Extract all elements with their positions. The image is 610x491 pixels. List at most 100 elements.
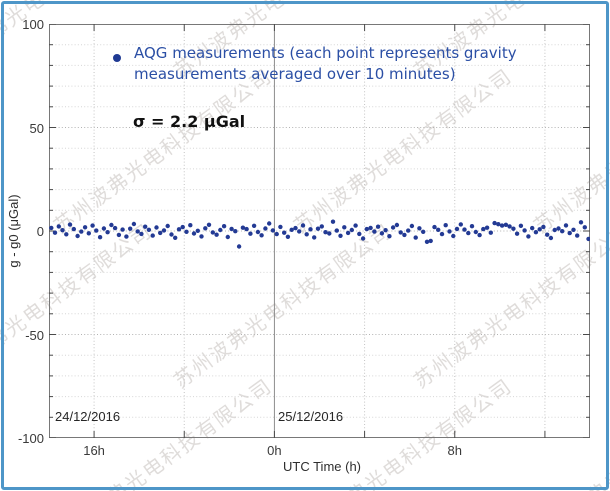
data-point: [101, 226, 107, 231]
data-point: [484, 225, 490, 230]
data-point: [387, 234, 392, 239]
data-point: [488, 230, 493, 235]
data-point: [402, 232, 407, 238]
data-point: [379, 231, 385, 236]
data-point: [477, 232, 482, 238]
data-point: [293, 225, 298, 231]
data-point: [522, 228, 527, 233]
data-point: [150, 233, 155, 238]
data-point: [586, 236, 590, 242]
data-point: [312, 235, 317, 240]
data-point: [75, 233, 80, 239]
data-point: [421, 229, 426, 234]
x-tick-label: 16h: [83, 443, 105, 458]
data-point: [372, 229, 377, 234]
data-point: [180, 224, 185, 230]
data-point: [462, 227, 467, 232]
data-point: [263, 226, 268, 231]
data-point: [90, 223, 95, 228]
data-point: [548, 235, 554, 241]
data-point: [109, 222, 114, 228]
data-point: [161, 228, 167, 233]
data-point: [297, 229, 302, 234]
data-point: [571, 227, 576, 232]
data-point: [67, 222, 73, 227]
data-point: [278, 224, 283, 230]
data-point: [398, 230, 403, 235]
data-point: [342, 225, 347, 230]
data-point: [203, 226, 208, 231]
data-point: [556, 226, 561, 231]
data-point: [282, 230, 287, 235]
data-point: [473, 229, 478, 235]
data-point: [146, 227, 152, 232]
data-point: [135, 229, 140, 234]
data-point: [436, 227, 441, 232]
data-point: [124, 234, 129, 239]
data-point: [428, 238, 433, 244]
data-point: [514, 231, 520, 236]
data-point: [225, 234, 230, 240]
y-tick-label: 100: [22, 17, 44, 32]
x-tick-label: 8h: [447, 443, 462, 458]
sigma-annotation: σ = 2.2 μGal: [133, 112, 246, 131]
data-point: [199, 234, 204, 239]
x-axis-title: UTC Time (h): [283, 459, 361, 474]
data-point: [210, 230, 215, 235]
plot-area: [49, 24, 590, 438]
data-point: [409, 223, 415, 229]
data-point: [255, 229, 261, 235]
data-point: [413, 235, 418, 240]
data-point: [259, 233, 264, 238]
y-tick-label: -50: [25, 327, 44, 343]
data-point: [244, 226, 249, 232]
data-point: [406, 228, 411, 233]
legend-label: AQG measurements (each point represents …: [134, 44, 517, 83]
data-point: [469, 224, 475, 229]
data-point: [79, 229, 84, 234]
data-point: [97, 235, 103, 240]
data-point: [240, 225, 246, 230]
data-point: [251, 223, 257, 228]
data-point: [552, 227, 557, 233]
data-point: [112, 225, 118, 231]
data-point: [582, 225, 587, 230]
data-point: [188, 223, 193, 228]
data-point: [128, 226, 133, 231]
data-point: [169, 232, 174, 237]
legend-marker-dot-icon: [113, 54, 121, 62]
y-tick-label: -100: [17, 431, 44, 446]
data-point: [345, 230, 351, 236]
data-point: [567, 230, 572, 236]
data-point: [560, 229, 565, 234]
data-point: [533, 230, 539, 235]
data-point: [327, 231, 332, 236]
data-point: [349, 227, 354, 233]
data-point: [52, 230, 58, 235]
data-point: [221, 224, 227, 229]
data-point: [545, 232, 550, 237]
data-point: [131, 221, 137, 227]
data-point: [503, 222, 509, 227]
y-tick-label: 0: [36, 224, 44, 239]
data-point: [353, 223, 358, 228]
data-point: [375, 224, 381, 229]
data-point: [383, 228, 388, 233]
data-point: [390, 225, 396, 230]
data-point: [443, 223, 448, 228]
date-label-right: 25/12/2016: [278, 409, 344, 424]
data-point: [158, 230, 163, 236]
data-point: [432, 224, 437, 230]
data-point: [530, 225, 535, 231]
data-point: [229, 226, 234, 232]
data-point: [451, 233, 456, 239]
data-point: [541, 224, 546, 230]
data-point: [330, 219, 336, 224]
data-point: [94, 228, 99, 233]
data-point: [357, 231, 362, 237]
data-point: [417, 226, 422, 231]
data-point: [206, 222, 212, 227]
data-point: [368, 225, 373, 231]
data-point: [270, 228, 276, 233]
data-point: [139, 231, 144, 237]
